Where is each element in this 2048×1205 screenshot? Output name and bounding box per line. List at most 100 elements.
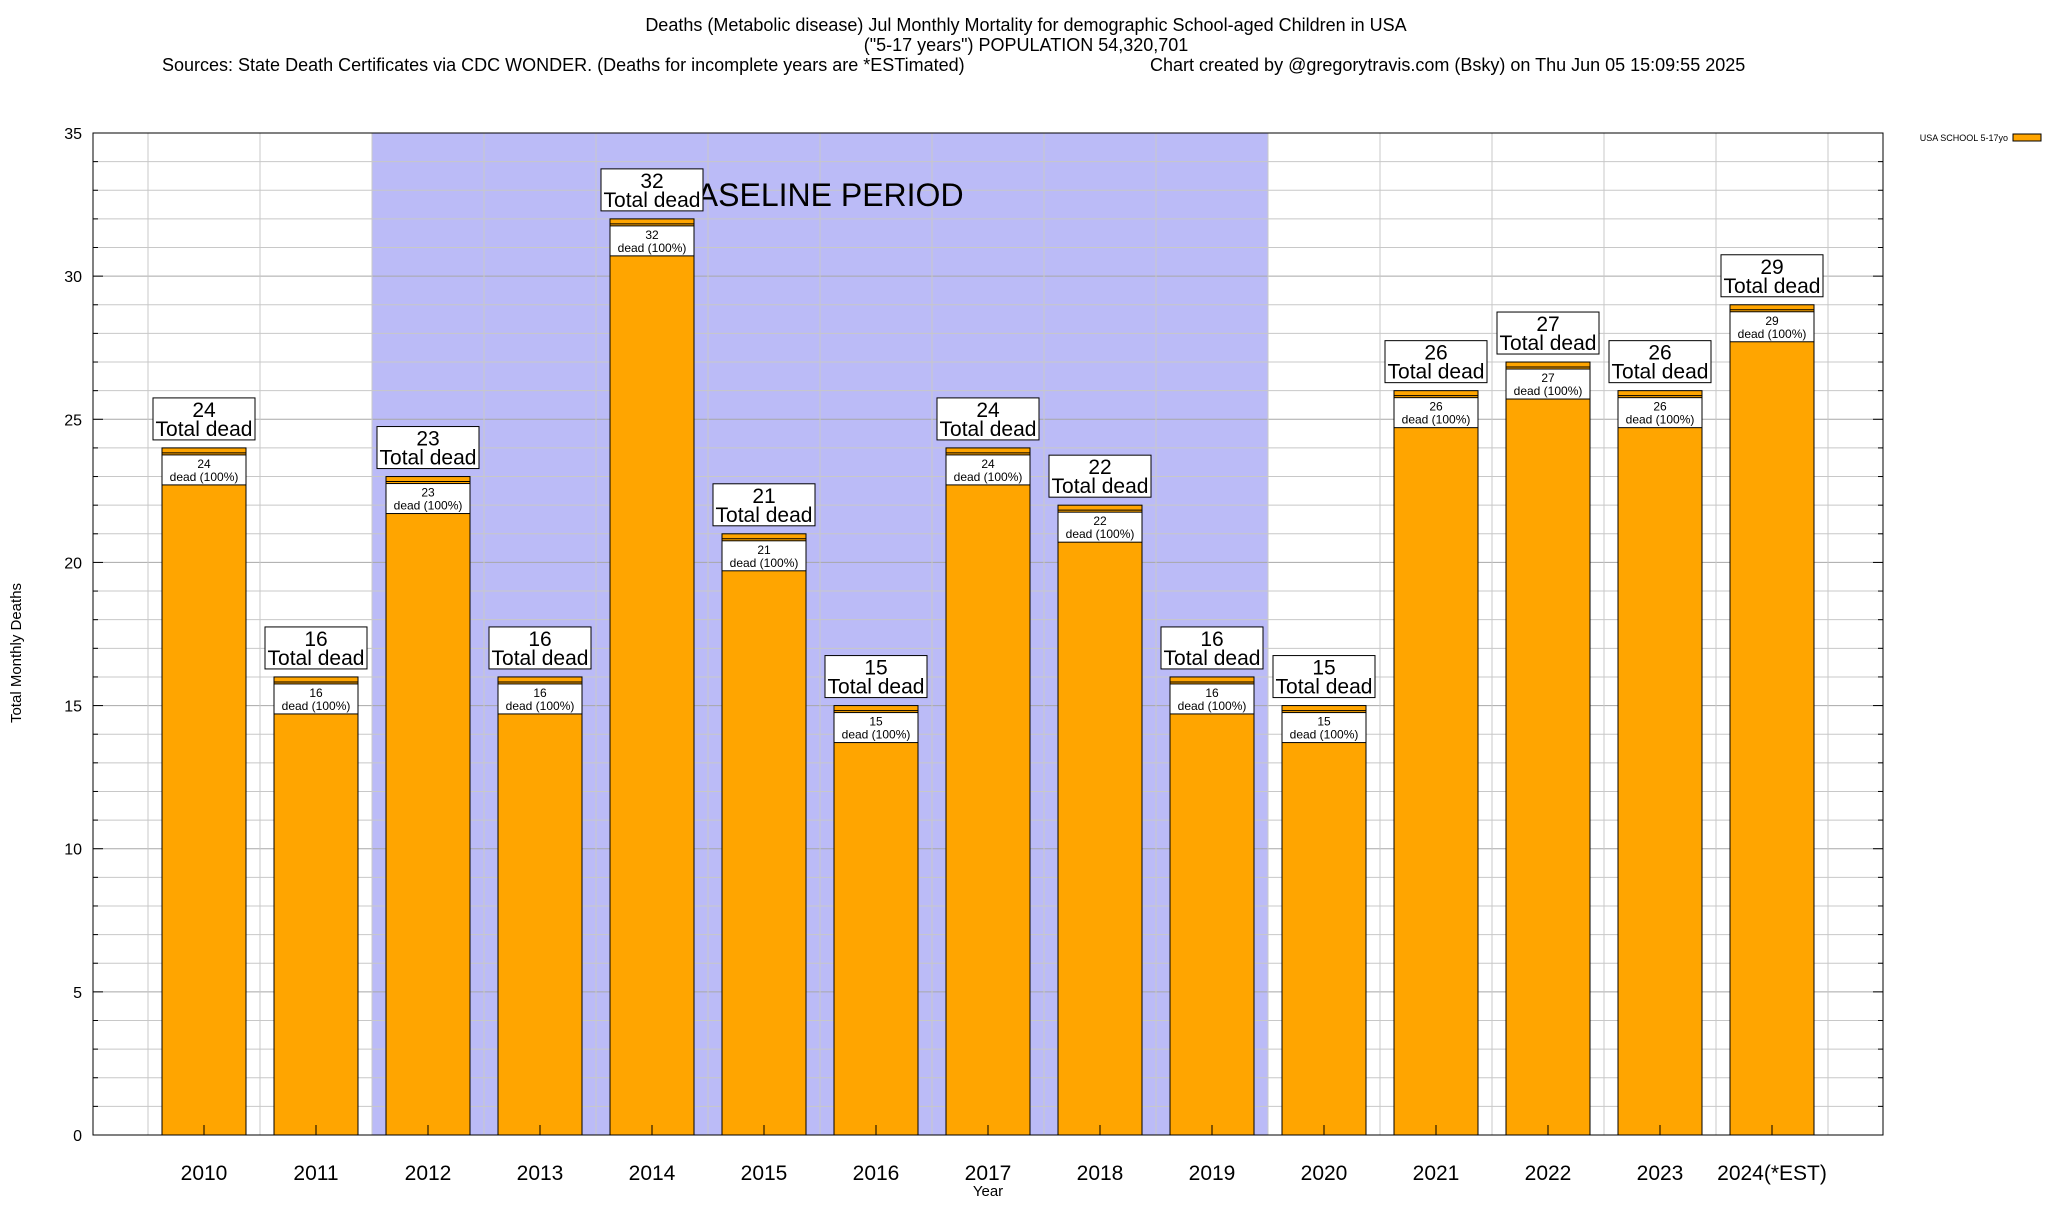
y-tick-label: 0 — [73, 1128, 82, 1145]
bar-inner-label-box — [385, 483, 471, 515]
bar-total-value: 15 — [864, 657, 887, 680]
bar-inner-value: 29 — [1765, 314, 1779, 328]
bar-total-label: Total dead — [828, 676, 925, 699]
y-tick-label: 10 — [64, 842, 82, 859]
bar-inner-label: dead (100%) — [1066, 527, 1135, 541]
bar — [1057, 504, 1143, 1136]
bar-inner-value: 21 — [757, 543, 771, 557]
x-tick-label: 2021 — [1413, 1162, 1460, 1185]
bar-inner-label-box — [1505, 368, 1591, 400]
baseline-label: BASELINE PERIOD — [675, 177, 963, 213]
bar-total-label: Total dead — [1388, 361, 1485, 384]
x-tick-label: 2023 — [1637, 1162, 1684, 1185]
bar-total-label-box — [152, 397, 256, 441]
bar-total-label-box — [488, 626, 592, 670]
bar-total-label-box — [824, 655, 928, 699]
bar-inner-label-box — [273, 683, 359, 715]
bar — [1729, 304, 1815, 1136]
y-tick-label: 35 — [64, 126, 82, 143]
bar — [1393, 390, 1479, 1136]
bar-inner-value: 15 — [1317, 715, 1331, 729]
bar-inner-label-box — [1729, 311, 1815, 343]
bar-inner-label: dead (100%) — [842, 728, 911, 742]
bar-total-value: 16 — [1200, 628, 1223, 651]
bar-inner-label-box — [1169, 683, 1255, 715]
x-tick-label: 2016 — [853, 1162, 900, 1185]
y-tick-label: 15 — [64, 699, 82, 716]
bar-inner-value: 23 — [421, 486, 435, 500]
bar-total-label: Total dead — [1052, 475, 1149, 498]
chart-subtitle: ("5-17 years") POPULATION 54,320,701 — [864, 35, 1189, 55]
bar-inner-label-box — [1281, 712, 1367, 744]
bar-total-value: 26 — [1648, 342, 1671, 365]
bar-total-value: 26 — [1424, 342, 1447, 365]
x-tick-label: 2018 — [1077, 1162, 1124, 1185]
bar-total-label: Total dead — [716, 504, 813, 527]
bar-total-value: 15 — [1312, 657, 1335, 680]
bar-total-label: Total dead — [380, 447, 477, 470]
bar-total-label-box — [376, 426, 480, 470]
bar-inner-value: 24 — [197, 457, 211, 471]
x-tick-label: 2020 — [1301, 1162, 1348, 1185]
bar — [609, 218, 695, 1136]
bar-inner-value: 26 — [1429, 400, 1443, 414]
bar-total-label-box — [1160, 626, 1264, 670]
plot-frame — [92, 132, 1884, 1136]
bar-total-label-box — [1272, 655, 1376, 699]
bar-inner-label-box — [161, 454, 247, 486]
bar — [161, 447, 247, 1136]
bar-inner-label: dead (100%) — [1514, 384, 1583, 398]
bar-total-value: 16 — [528, 628, 551, 651]
x-tick-label: 2024(*EST) — [1717, 1162, 1827, 1185]
x-tick-label: 2010 — [181, 1162, 228, 1185]
y-tick-label: 5 — [73, 985, 82, 1002]
bar-total-value: 32 — [640, 170, 663, 193]
bar-total-label: Total dead — [604, 189, 701, 212]
x-tick-label: 2017 — [965, 1162, 1012, 1185]
bar-total-value: 27 — [1536, 313, 1559, 336]
bar-inner-label-box — [721, 540, 807, 572]
bar-total-label-box — [712, 483, 816, 527]
bar-total-label-box — [1384, 340, 1488, 384]
chart-title: Deaths (Metabolic disease) Jul Monthly M… — [645, 15, 1406, 35]
bar — [497, 676, 583, 1136]
bar-inner-label: dead (100%) — [1402, 413, 1471, 427]
bar-inner-value: 26 — [1653, 400, 1667, 414]
bar-total-label-box — [1048, 454, 1152, 498]
bar-total-value: 29 — [1760, 256, 1783, 279]
bar-total-label-box — [1496, 311, 1600, 355]
bar-inner-value: 16 — [1205, 686, 1219, 700]
bar-total-label: Total dead — [940, 418, 1037, 441]
bar-total-label-box — [264, 626, 368, 670]
legend-entry-label: USA SCHOOL 5-17yo — [1920, 133, 2008, 143]
bar-inner-label-box — [609, 225, 695, 257]
y-tick-label: 30 — [64, 269, 82, 286]
bar — [945, 447, 1031, 1136]
x-tick-label: 2022 — [1525, 1162, 1572, 1185]
bar-inner-value: 15 — [869, 715, 883, 729]
bar-total-label-box — [1720, 254, 1824, 298]
bar-inner-label: dead (100%) — [506, 699, 575, 713]
bar-inner-label-box — [1057, 511, 1143, 543]
bar-inner-label-box — [1617, 397, 1703, 429]
bar-total-value: 23 — [416, 428, 439, 451]
bar-inner-label: dead (100%) — [1626, 413, 1695, 427]
x-tick-label: 2011 — [293, 1162, 338, 1185]
bar-inner-label: dead (100%) — [394, 499, 463, 513]
y-tick-label: 25 — [64, 412, 82, 429]
bar-inner-label-box — [497, 683, 583, 715]
x-tick-label: 2013 — [517, 1162, 564, 1185]
chart-source: Sources: State Death Certificates via CD… — [162, 55, 965, 75]
x-tick-label: 2014 — [629, 1162, 676, 1185]
bar-inner-value: 24 — [981, 457, 995, 471]
bar-total-label: Total dead — [1612, 361, 1709, 384]
bar — [833, 705, 919, 1136]
x-tick-label: 2012 — [405, 1162, 452, 1185]
bar-total-value: 21 — [752, 485, 775, 508]
bar-total-value: 24 — [192, 399, 216, 422]
legend-swatch — [2012, 133, 2042, 142]
bar-inner-value: 16 — [533, 686, 547, 700]
bar-total-label-box — [1608, 340, 1712, 384]
bar-total-value: 24 — [976, 399, 1000, 422]
